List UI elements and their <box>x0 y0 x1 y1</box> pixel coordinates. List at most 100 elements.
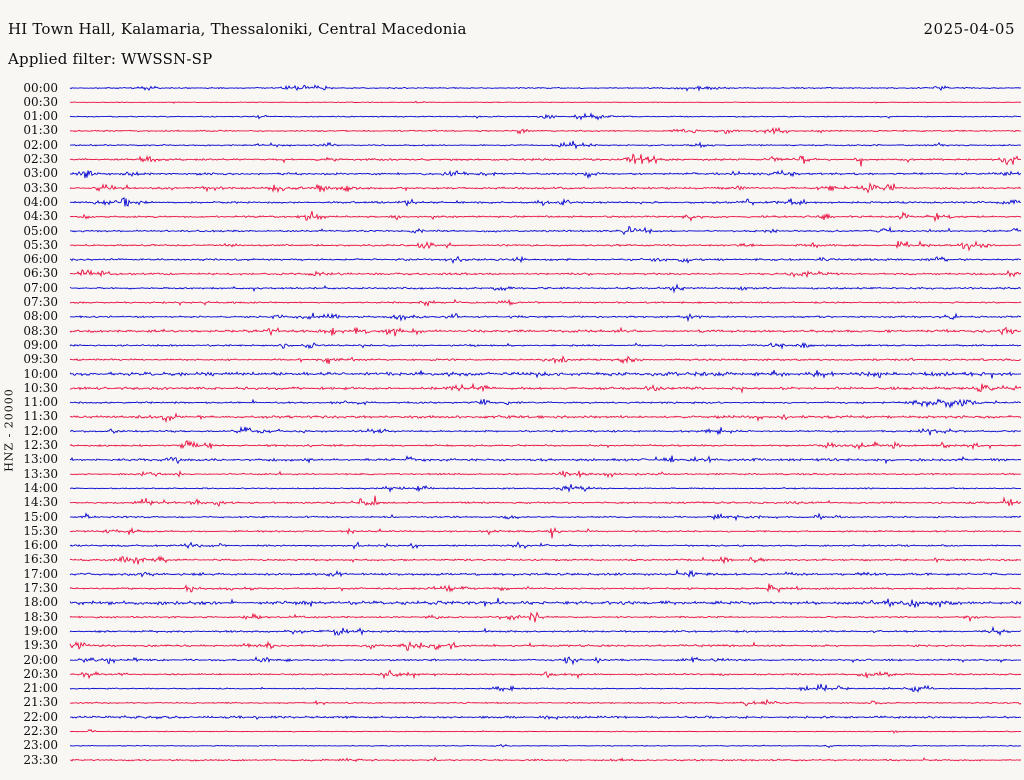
time-label: 05:00 <box>23 223 58 238</box>
seismogram-trace <box>69 225 1022 236</box>
seismogram-trace <box>69 425 1022 436</box>
seismogram-trace <box>69 269 1022 279</box>
seismogram-trace <box>69 698 1022 707</box>
seismogram-trace <box>69 355 1022 365</box>
seismogram-trace <box>69 715 1022 721</box>
seismogram-trace <box>69 382 1022 394</box>
seismogram-trace <box>69 611 1022 623</box>
filter-label: Applied filter: WWSSN-SP <box>8 50 213 68</box>
time-label: 02:00 <box>23 137 58 152</box>
time-label: 11:30 <box>23 409 58 424</box>
time-label: 09:30 <box>23 352 58 367</box>
seismogram-trace <box>69 455 1022 465</box>
time-label: 23:30 <box>23 752 58 767</box>
time-label: 07:30 <box>23 295 58 309</box>
time-label: 10:00 <box>23 366 58 381</box>
time-label: 22:00 <box>23 709 58 724</box>
time-label: 21:00 <box>23 681 58 696</box>
seismogram-trace <box>69 255 1022 264</box>
time-label: 14:30 <box>23 495 58 510</box>
time-label: 06:30 <box>23 266 58 281</box>
time-label: 12:30 <box>23 438 58 452</box>
time-label: 20:00 <box>23 652 58 667</box>
seismogram-trace <box>69 398 1021 409</box>
time-label: 19:00 <box>23 623 58 638</box>
seismogram-trace <box>69 153 1022 167</box>
time-label: 09:00 <box>23 337 58 352</box>
time-label: 05:30 <box>23 237 58 252</box>
time-label: 12:00 <box>23 423 58 438</box>
time-label: 10:30 <box>23 380 58 395</box>
time-label: 03:30 <box>23 180 58 195</box>
time-label: 13:30 <box>23 466 58 481</box>
seismogram-trace <box>69 283 1021 294</box>
time-label: 21:30 <box>23 695 58 710</box>
seismogram-trace <box>69 112 1022 121</box>
time-label: 22:30 <box>23 724 58 738</box>
time-label: 04:30 <box>23 209 58 224</box>
seismogram-trace <box>69 84 1022 92</box>
time-label: 17:00 <box>23 566 58 581</box>
time-label: 23:00 <box>23 738 58 753</box>
time-label: 01:00 <box>23 109 58 124</box>
seismogram-trace <box>69 341 1022 350</box>
seismogram-trace <box>69 196 1022 207</box>
time-label: 19:30 <box>23 638 58 653</box>
seismogram-trace <box>69 743 1022 749</box>
seismogram-trace <box>69 169 1022 179</box>
time-label: 03:00 <box>23 166 58 181</box>
time-label: 06:00 <box>23 252 58 267</box>
seismogram-trace <box>69 469 1022 479</box>
date-label: 2025-04-05 <box>923 20 1015 38</box>
time-label: 15:30 <box>23 523 58 538</box>
seismogram-trace <box>69 312 1022 323</box>
seismogram-trace <box>69 569 1022 578</box>
time-label: 04:00 <box>23 194 58 209</box>
time-label: 15:00 <box>23 509 58 524</box>
seismogram-trace <box>69 640 1022 651</box>
seismogram-trace <box>69 656 1022 666</box>
time-label: 02:30 <box>23 152 58 166</box>
seismogram-trace <box>69 555 1022 565</box>
seismogram-trace <box>69 439 1022 451</box>
time-label: 11:00 <box>23 395 58 410</box>
station-title: HI Town Hall, Kalamaria, Thessaloniki, C… <box>8 20 467 38</box>
seismogram-trace <box>69 541 1022 550</box>
time-label: 17:30 <box>23 581 58 595</box>
time-label: 16:00 <box>23 538 58 553</box>
seismogram-trace <box>69 728 1022 734</box>
seismogram-trace <box>69 412 1022 424</box>
seismogram-trace <box>69 669 1022 680</box>
time-label: 18:30 <box>23 609 58 624</box>
seismogram-trace <box>69 625 1022 637</box>
seismogram-trace <box>69 756 1022 763</box>
seismogram-trace <box>69 240 1022 252</box>
seismogram-trace <box>69 484 1022 493</box>
time-label: 00:30 <box>23 94 58 109</box>
seismogram-trace <box>69 326 1022 337</box>
seismogram-trace <box>69 298 1022 307</box>
time-label: 01:30 <box>23 123 58 138</box>
seismogram-trace <box>69 100 1022 104</box>
seismogram-trace <box>69 683 1022 693</box>
seismogram-trace <box>69 140 1022 150</box>
time-label: 18:00 <box>23 595 58 610</box>
seismogram-trace <box>69 583 1022 594</box>
time-label: 20:30 <box>23 666 58 681</box>
time-label: 00:00 <box>23 80 58 95</box>
seismogram-trace <box>69 126 1022 135</box>
time-label: 16:30 <box>23 552 58 567</box>
seismogram-trace <box>69 182 1022 194</box>
time-label: 08:30 <box>23 323 58 338</box>
time-label: 14:00 <box>23 480 58 495</box>
time-label: 07:00 <box>23 280 58 295</box>
seismogram-trace <box>69 597 1022 608</box>
seismogram-trace <box>69 512 1022 522</box>
time-label: 13:00 <box>23 452 58 467</box>
time-label: 08:00 <box>23 309 58 324</box>
seismogram-trace <box>69 211 1022 223</box>
seismogram-trace <box>69 369 1022 379</box>
seismogram-trace <box>69 495 1022 507</box>
